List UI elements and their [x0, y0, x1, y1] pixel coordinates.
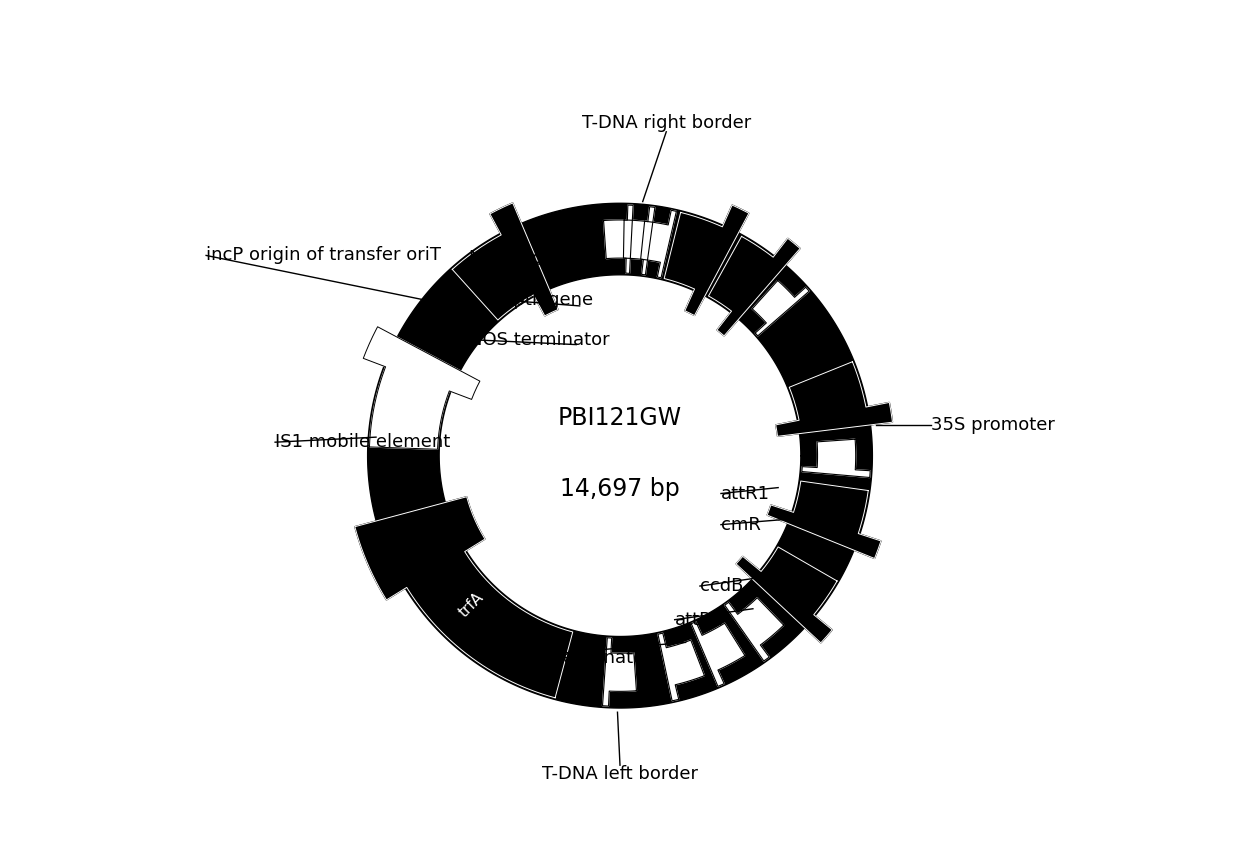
- Text: attR2: attR2: [675, 611, 724, 629]
- Text: cmR: cmR: [720, 516, 761, 533]
- Text: T-DNA left border: T-DNA left border: [542, 766, 698, 783]
- Polygon shape: [604, 205, 634, 273]
- Polygon shape: [624, 207, 655, 275]
- Text: ccdB: ccdB: [699, 577, 743, 595]
- Text: attR1: attR1: [720, 484, 770, 502]
- Text: NOS terminator: NOS terminator: [469, 331, 609, 349]
- Text: PBI121GW: PBI121GW: [558, 406, 682, 430]
- Text: incP origin of transfer oriT: incP origin of transfer oriT: [206, 246, 441, 264]
- Polygon shape: [802, 439, 870, 478]
- Polygon shape: [658, 633, 704, 701]
- Polygon shape: [603, 638, 636, 706]
- Polygon shape: [367, 203, 873, 708]
- Text: NOS terminator: NOS terminator: [511, 648, 651, 667]
- Polygon shape: [737, 547, 837, 643]
- Text: 35S promoter: 35S promoter: [931, 415, 1055, 434]
- Polygon shape: [724, 598, 784, 661]
- Text: T-DNA right border: T-DNA right border: [582, 114, 751, 132]
- Polygon shape: [665, 205, 749, 316]
- Polygon shape: [363, 327, 480, 449]
- Polygon shape: [692, 622, 745, 686]
- Polygon shape: [641, 210, 676, 278]
- Polygon shape: [708, 236, 800, 336]
- Text: nptII gene: nptII gene: [502, 291, 594, 309]
- Polygon shape: [776, 362, 893, 436]
- Polygon shape: [453, 203, 558, 320]
- Text: IS1 mobile element: IS1 mobile element: [275, 433, 450, 452]
- Polygon shape: [753, 280, 810, 336]
- Polygon shape: [355, 497, 573, 698]
- Text: NOS promoter: NOS promoter: [469, 249, 598, 267]
- Polygon shape: [768, 481, 880, 559]
- Text: trfA: trfA: [456, 589, 486, 619]
- Text: 14,697 bp: 14,697 bp: [560, 478, 680, 501]
